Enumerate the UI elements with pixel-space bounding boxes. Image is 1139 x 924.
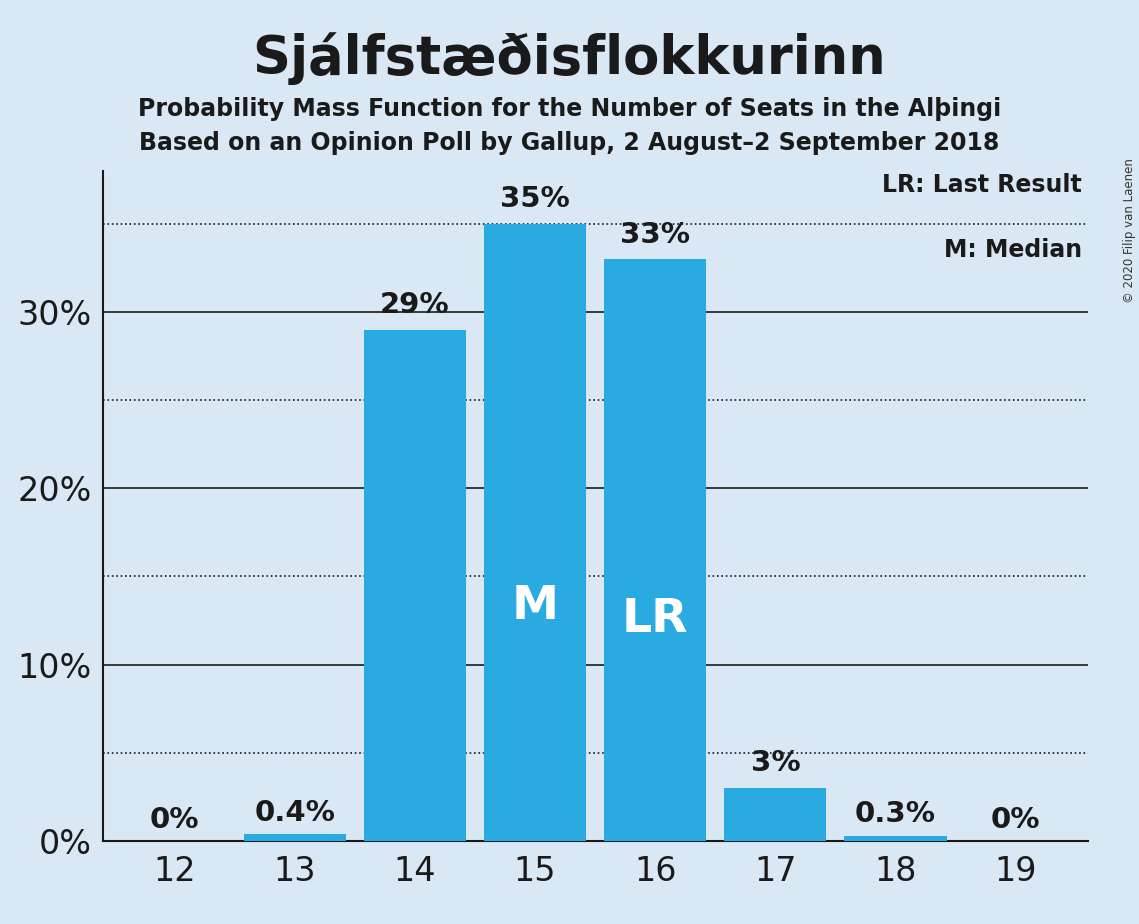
Text: Based on an Opinion Poll by Gallup, 2 August–2 September 2018: Based on an Opinion Poll by Gallup, 2 Au… (139, 131, 1000, 155)
Text: LR: LR (622, 597, 688, 642)
Bar (363, 330, 466, 841)
Text: 33%: 33% (621, 221, 690, 249)
Text: © 2020 Filip van Laenen: © 2020 Filip van Laenen (1123, 159, 1137, 303)
Text: 0.4%: 0.4% (254, 798, 335, 827)
Text: Sjálfstæðisflokkurinn: Sjálfstæðisflokkurinn (253, 32, 886, 85)
Bar (604, 259, 706, 841)
Text: M: Median: M: Median (943, 237, 1082, 261)
Text: 35%: 35% (500, 185, 570, 213)
Text: M: M (511, 584, 558, 629)
Text: 29%: 29% (380, 291, 450, 319)
Text: 0%: 0% (150, 806, 199, 833)
Text: 0.3%: 0.3% (855, 800, 936, 829)
Bar (484, 224, 587, 841)
Bar (244, 833, 346, 841)
Bar (844, 835, 947, 841)
Bar (724, 788, 827, 841)
Text: 0%: 0% (991, 806, 1040, 833)
Text: LR: Last Result: LR: Last Result (882, 174, 1082, 198)
Text: 3%: 3% (751, 749, 801, 777)
Text: Probability Mass Function for the Number of Seats in the Alþingi: Probability Mass Function for the Number… (138, 97, 1001, 121)
